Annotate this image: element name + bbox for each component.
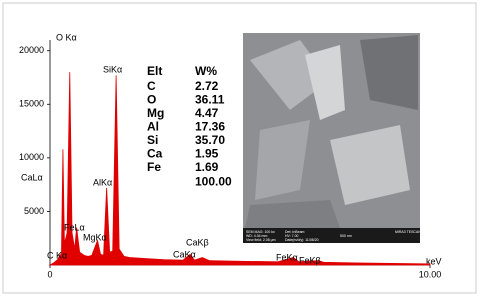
table-cell: Mg <box>147 106 164 120</box>
sem-info-bar <box>243 228 420 243</box>
table-cell: 2.72 <box>195 79 219 93</box>
sem-info: View field: 2.08 μm <box>246 238 276 242</box>
table-cell: Ca <box>147 147 163 161</box>
x-tick-label: 10.00 <box>419 269 442 279</box>
peak-label: O Kα <box>56 32 77 42</box>
sem-image <box>243 33 420 243</box>
y-tick-label: 10000 <box>19 152 44 162</box>
table-cell: 36.11 <box>195 93 225 107</box>
sem-info: Det: InBeam <box>285 230 305 234</box>
sem-flake <box>245 200 340 228</box>
peak-label: CaLα <box>21 172 43 182</box>
x-tick-label: 0 <box>47 269 52 279</box>
peak-label: MgKα <box>83 232 107 242</box>
sem-info: MIRA3 TESCAN <box>395 230 421 234</box>
peak-label: FeKα <box>276 252 298 262</box>
y-tick-label: 20000 <box>19 45 44 55</box>
table-cell: Si <box>147 133 158 147</box>
y-tick-label: 5000 <box>24 206 44 216</box>
sem-flake <box>255 120 310 200</box>
table-cell: O <box>147 93 156 107</box>
table-cell: Fe <box>147 160 161 174</box>
sem-flake <box>330 125 410 205</box>
sem-info: WD: 4.04 mm <box>246 234 267 238</box>
table-cell: 1.95 <box>195 147 219 161</box>
table-header: Elt <box>147 64 162 78</box>
peak-label: CaKα <box>173 249 196 259</box>
table-cell: C <box>147 79 156 93</box>
sem-info: HV: 7.00 <box>285 234 299 238</box>
y-tick-label: 15000 <box>19 99 44 109</box>
x-axis-label: keV <box>426 256 442 266</box>
table-cell: 17.36 <box>195 120 225 134</box>
table-cell: 1.69 <box>195 160 219 174</box>
sem-info: 500 nm <box>340 234 352 238</box>
peak-label: FeLα <box>64 222 85 232</box>
peak-label: SiKα <box>103 64 122 74</box>
sem-flake <box>360 35 418 110</box>
peak-label: AlKα <box>93 177 112 187</box>
table-total: 100.00 <box>195 175 232 189</box>
peak-label: CaKβ <box>186 237 209 247</box>
table-header: W% <box>195 64 217 78</box>
peak-label: C Kα <box>47 250 67 260</box>
table-cell: 35.70 <box>195 133 225 147</box>
table-cell: 4.47 <box>195 106 219 120</box>
sem-info: SEM MAG: 100 kx <box>246 230 275 234</box>
spectrum <box>48 72 431 266</box>
sem-flake <box>305 45 345 120</box>
peak-label: FeKβ <box>299 255 321 265</box>
table-cell: Al <box>147 120 159 134</box>
sem-info: Date(m/d/y): 11/08/20 <box>285 238 319 242</box>
